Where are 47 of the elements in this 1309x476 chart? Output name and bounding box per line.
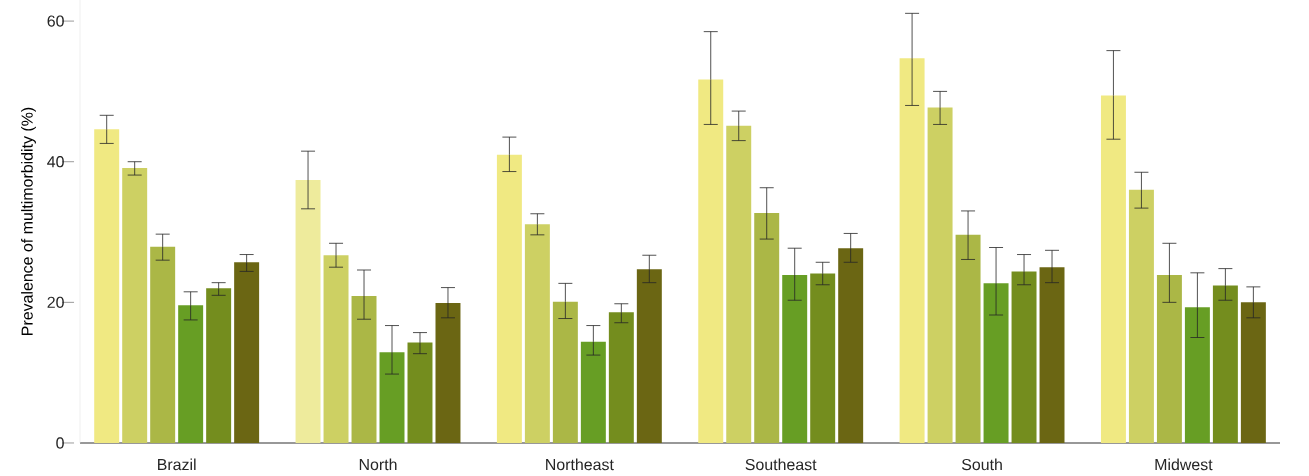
x-tick-label: Brazil <box>158 458 196 471</box>
bar <box>927 107 953 443</box>
bar <box>379 352 405 443</box>
bar <box>206 288 232 443</box>
bar <box>810 273 836 443</box>
bar <box>754 213 780 443</box>
bar <box>1184 307 1210 443</box>
bar <box>782 274 808 443</box>
bar <box>1128 189 1154 443</box>
bar <box>295 180 321 443</box>
bar <box>407 342 433 443</box>
bar <box>323 255 349 443</box>
bar <box>955 234 981 443</box>
y-tick-label: 40 <box>47 156 64 168</box>
bar <box>838 248 864 443</box>
bar <box>234 262 260 443</box>
bar <box>552 301 578 443</box>
y-tick-label: 20 <box>47 296 64 308</box>
bar <box>1100 95 1126 443</box>
y-tick-label: 60 <box>47 15 64 27</box>
bar <box>1240 302 1266 443</box>
bar <box>178 305 204 443</box>
bar <box>1039 267 1065 443</box>
x-tick-label: Midwest <box>1155 458 1213 471</box>
bar <box>496 154 522 443</box>
bar <box>351 296 377 443</box>
bar <box>524 224 550 443</box>
x-tick-label: Northeast <box>546 458 614 471</box>
x-tick-label: South <box>961 458 1002 471</box>
bar <box>608 312 634 443</box>
bar <box>150 246 176 443</box>
bar <box>1011 271 1037 443</box>
bar <box>94 129 120 443</box>
bar <box>899 58 925 443</box>
x-tick-label: Southeast <box>745 458 817 471</box>
bar <box>435 303 461 443</box>
y-axis-title: Prevalence of multimorbidity (%) <box>21 107 36 335</box>
y-tick-label: 0 <box>56 437 64 449</box>
bar <box>636 269 662 443</box>
bar <box>1212 285 1238 443</box>
bar <box>726 125 752 443</box>
bar <box>698 79 724 443</box>
bar <box>983 283 1009 443</box>
bar <box>1156 274 1182 443</box>
bar <box>580 341 606 443</box>
x-tick-label: North <box>359 458 397 471</box>
bar <box>122 168 148 443</box>
